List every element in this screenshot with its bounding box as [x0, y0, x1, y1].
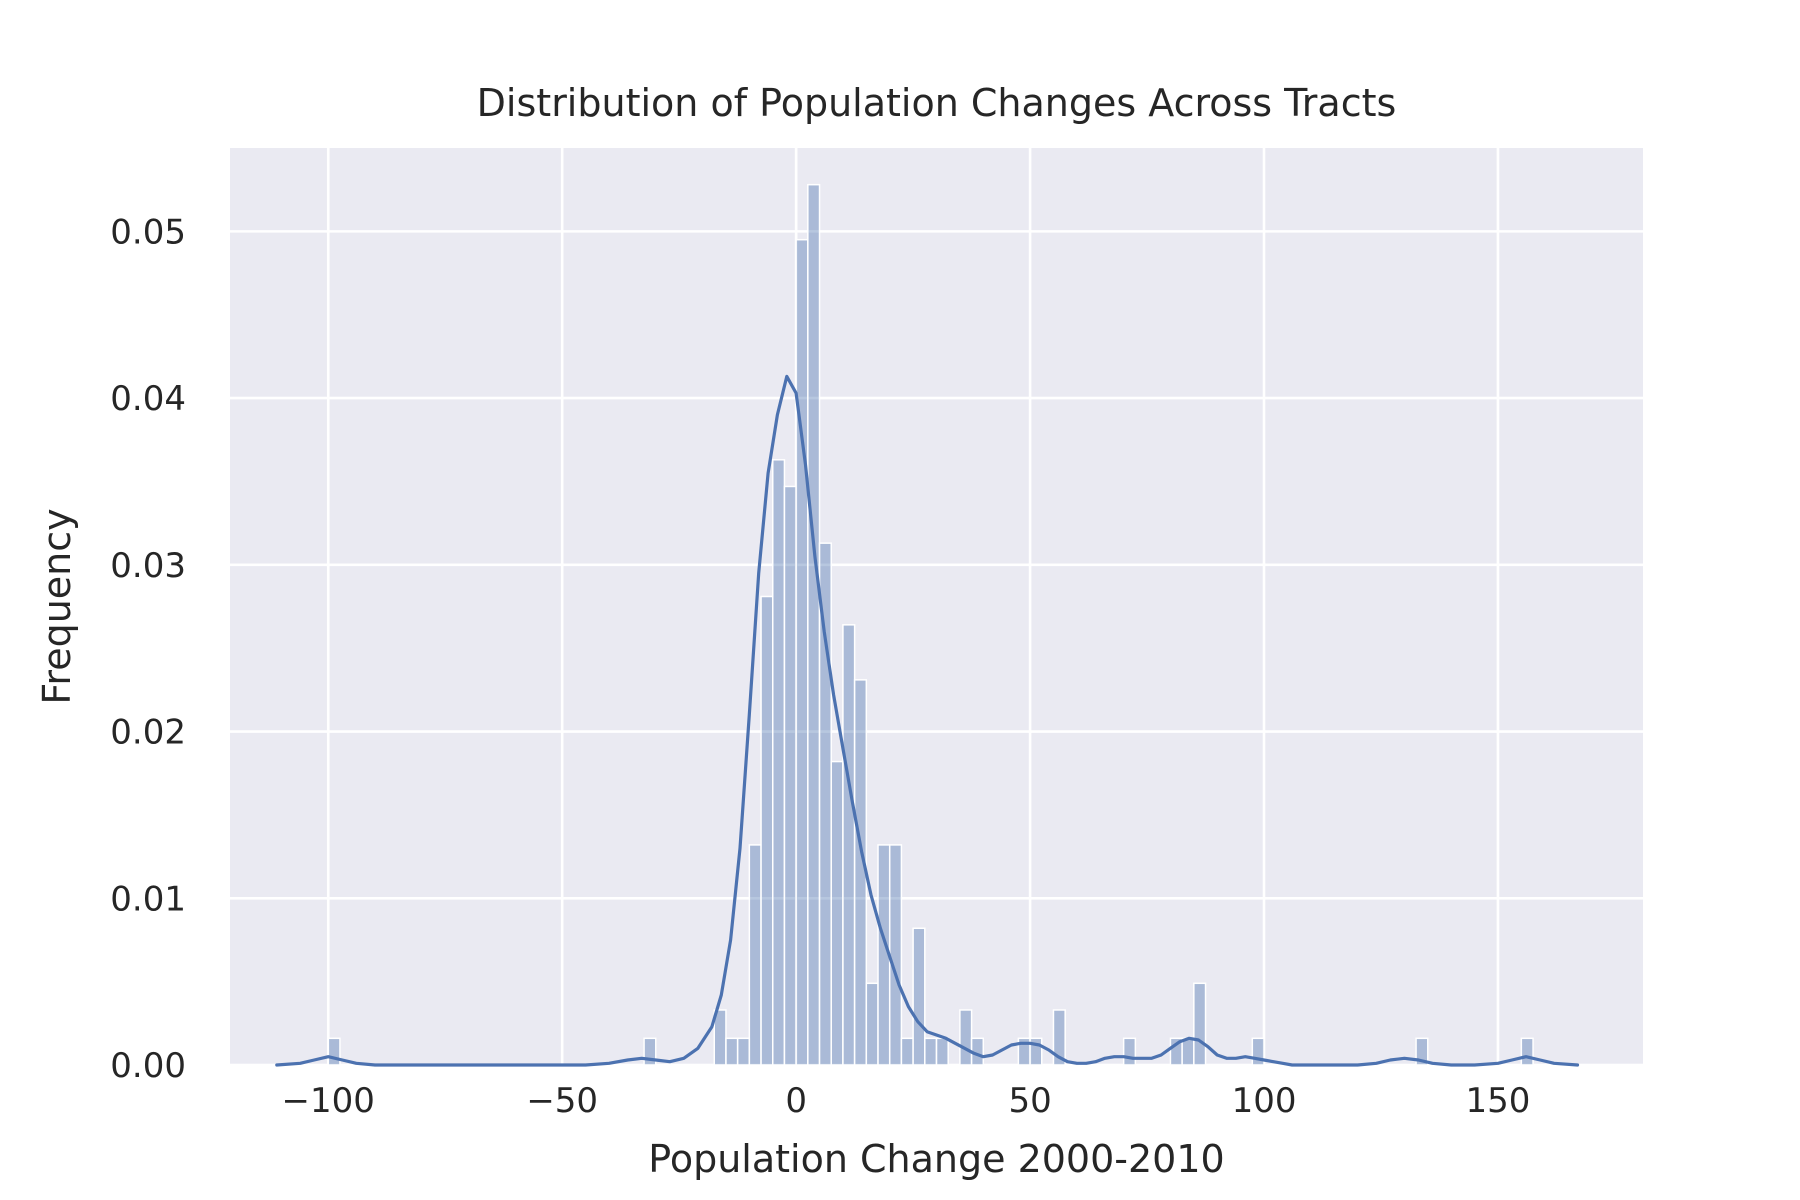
x-tick-label: −100	[282, 1081, 375, 1121]
histogram-bar	[1415, 1037, 1429, 1066]
histogram-bar	[1122, 1037, 1137, 1066]
histogram-bar	[1520, 1037, 1534, 1066]
histogram-bars	[327, 183, 1534, 1066]
histogram-bar	[327, 1037, 341, 1066]
histogram-bar	[713, 1009, 727, 1066]
histogram-bar	[1029, 1037, 1043, 1066]
x-axis-label: Population Change 2000-2010	[648, 1137, 1224, 1181]
histogram-bar	[643, 1037, 657, 1066]
histogram-bar	[959, 1009, 973, 1066]
histogram-bar	[865, 982, 879, 1066]
kde-curve	[275, 374, 1580, 1067]
histogram-bar	[783, 485, 797, 1066]
histogram-bar	[912, 927, 926, 1066]
x-tick-label: 0	[785, 1081, 807, 1121]
chart-title: Distribution of Population Changes Acros…	[477, 81, 1397, 125]
y-tick-label: 0.00	[110, 1046, 186, 1086]
histogram-bar	[888, 844, 903, 1066]
histogram-bar	[1193, 982, 1207, 1066]
histogram-bar	[736, 1037, 751, 1066]
x-tick-label: 150	[1466, 1081, 1531, 1121]
histogram-bar	[935, 1037, 949, 1066]
histogram-bar	[771, 459, 786, 1066]
histogram-bar	[842, 624, 856, 1066]
y-tick-label: 0.01	[110, 879, 186, 919]
histogram-bar	[725, 1037, 739, 1066]
histogram-bar	[760, 595, 774, 1066]
y-tick-label: 0.05	[110, 212, 186, 252]
histogram-bar	[900, 1037, 914, 1066]
x-tick-label: 50	[1008, 1081, 1051, 1121]
y-tick-label: 0.04	[110, 379, 186, 419]
y-axis-label: Frequency	[35, 508, 79, 704]
histogram-bar	[748, 844, 762, 1066]
y-tick-label: 0.03	[110, 546, 186, 586]
histogram-bar	[1052, 1009, 1066, 1066]
histogram-bar	[818, 542, 832, 1066]
y-tick-label: 0.02	[110, 713, 186, 753]
histogram-bar	[1181, 1037, 1195, 1066]
histogram-bar	[1251, 1037, 1265, 1066]
x-tick-label: 100	[1232, 1081, 1297, 1121]
histogram-bar	[830, 760, 844, 1066]
x-tick-labels: −100 −50 0 50 100 150	[282, 1081, 1531, 1121]
histogram-bar	[807, 183, 821, 1066]
histogram-bar	[924, 1037, 938, 1066]
y-tick-labels: 0.00 0.01 0.02 0.03 0.04 0.05	[110, 212, 186, 1086]
x-tick-label: −50	[526, 1081, 598, 1121]
plot-area	[230, 148, 1643, 1065]
histogram-bar	[795, 238, 809, 1066]
